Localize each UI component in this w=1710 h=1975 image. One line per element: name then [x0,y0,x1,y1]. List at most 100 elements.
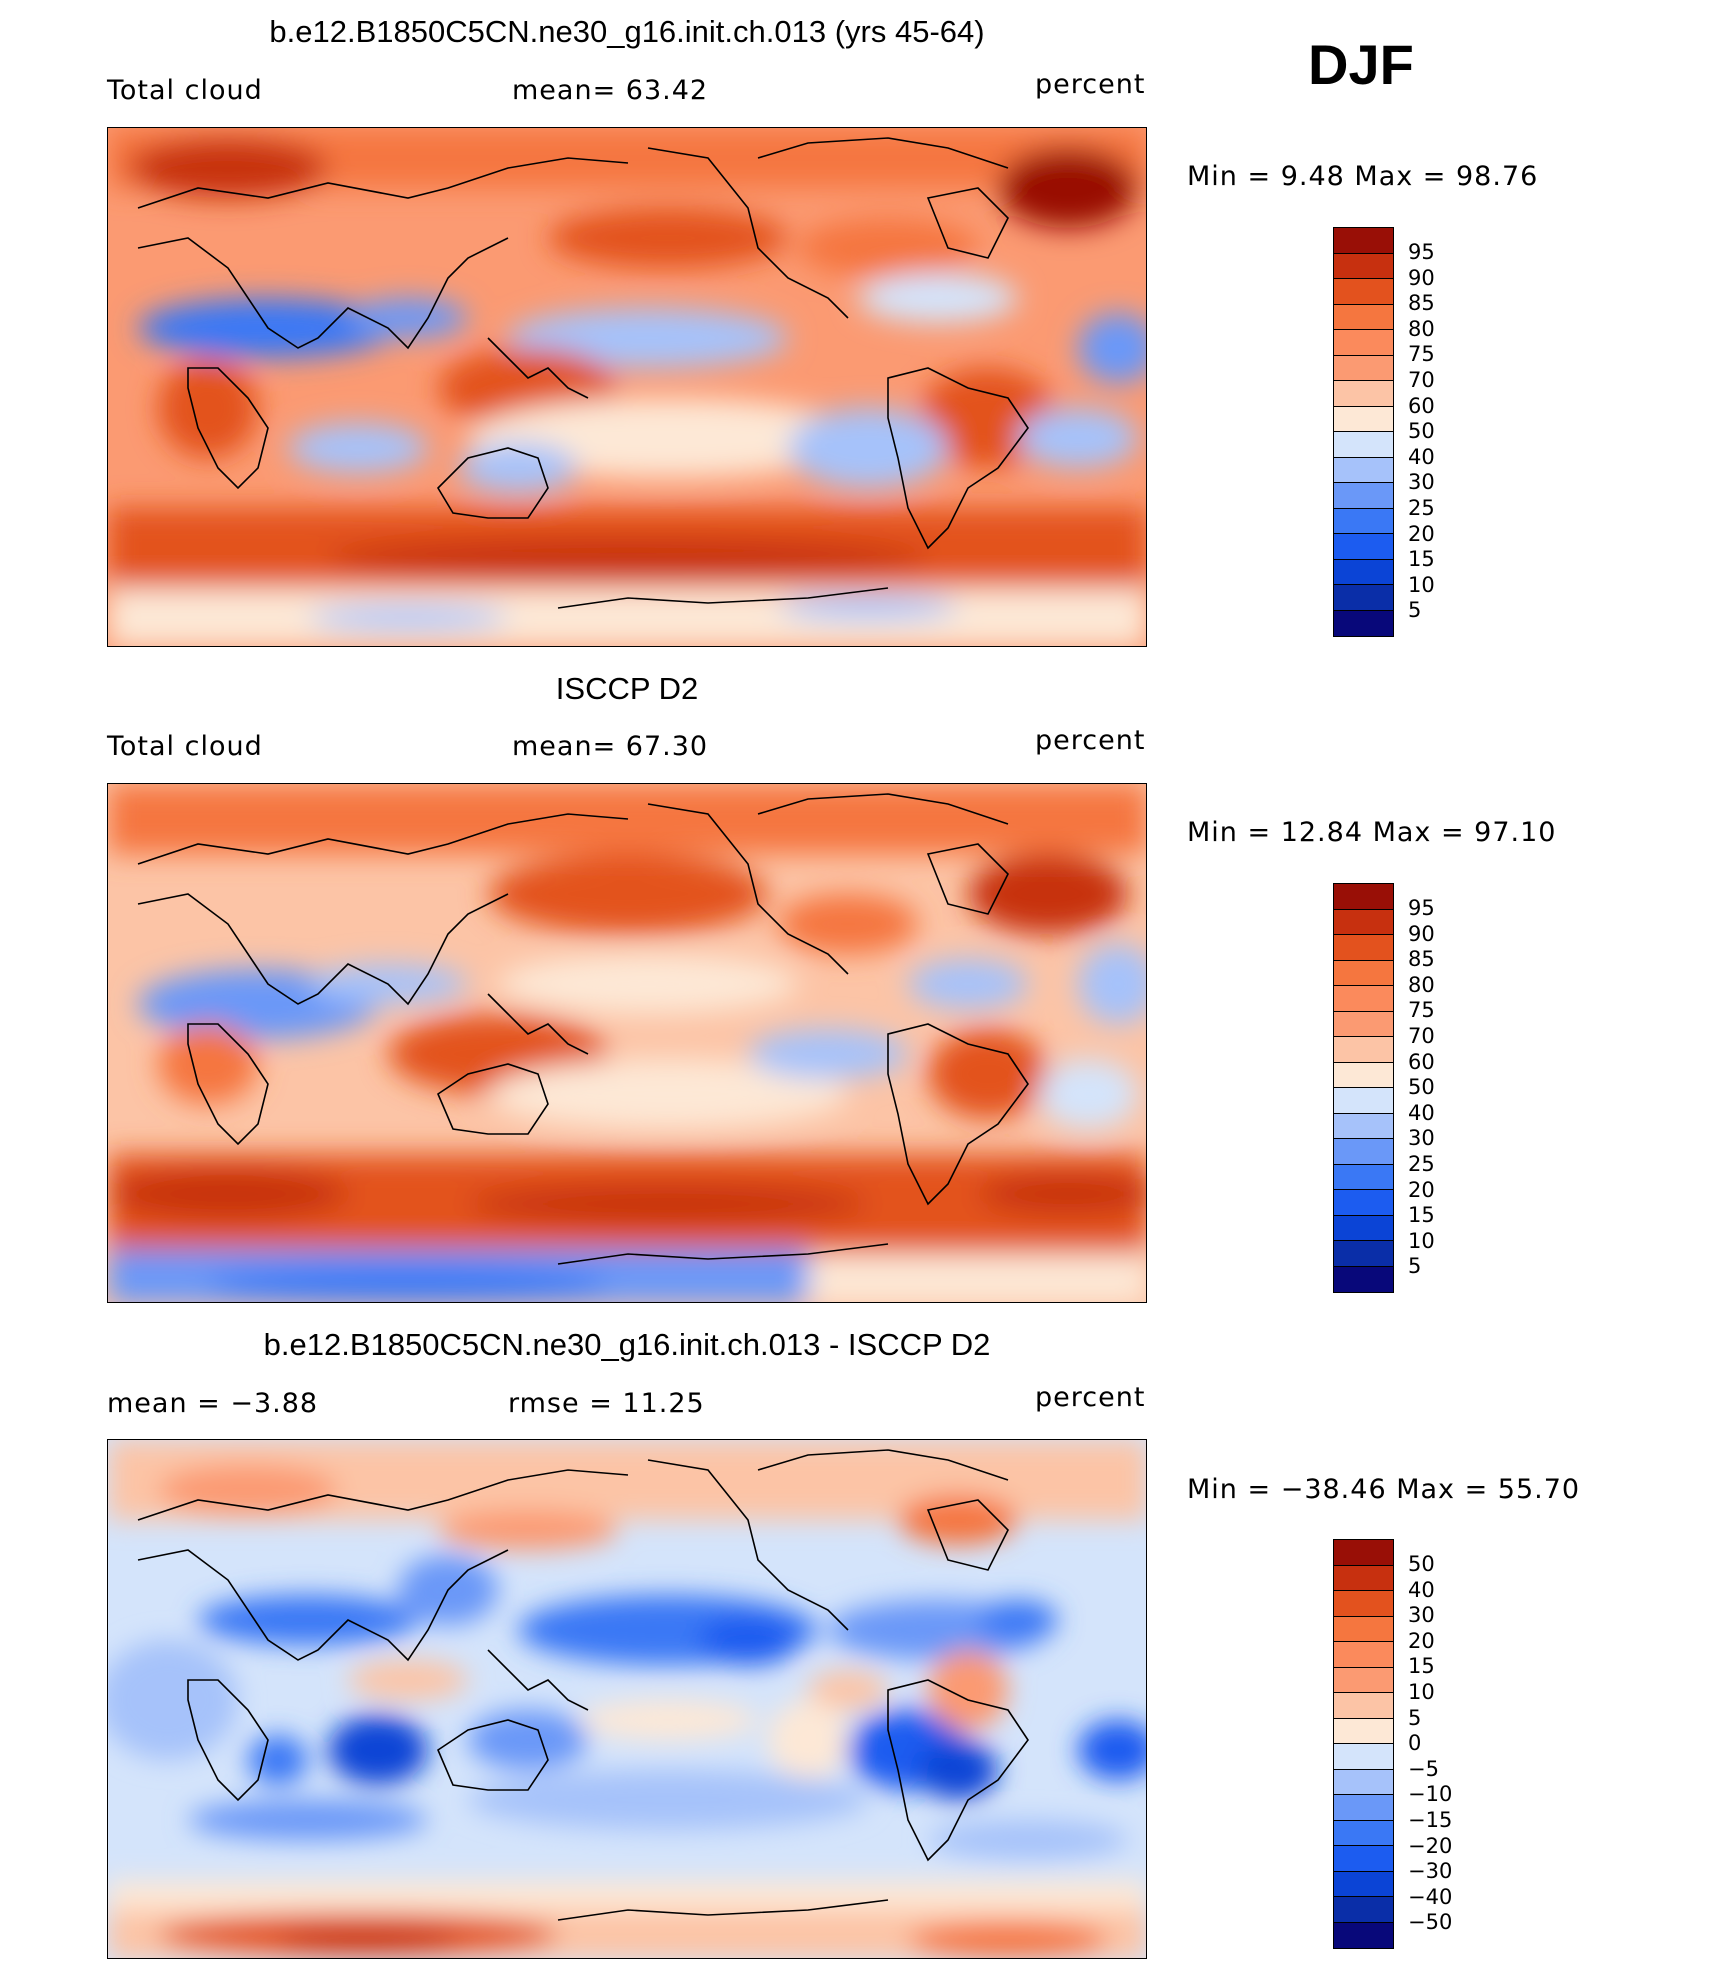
panel-1-coastlines [137,137,1029,609]
colorbar-level: 60 [1408,1049,1435,1074]
panel-2-units-label: percent [1035,725,1146,756]
colorbar-level: 50 [1408,1552,1435,1576]
panel-3-title: b.e12.B1850C5CN.ne30_g16.init.ch.013 - I… [263,1327,991,1362]
colorbar-level: −30 [1408,1859,1453,1884]
colorbar-level: 80 [1408,972,1435,997]
panel-1-colorbar-labels: 95 90 85 80 75 70 60 50 40 30 25 20 15 1… [1408,240,1435,624]
panel-2-mean-label: mean= 67.30 [512,731,709,762]
panel-1-colorbar-swatch [1334,457,1393,483]
panel-3-colorbar-swatch [1334,1871,1393,1897]
panel-3-colorbar-swatch [1334,1718,1393,1744]
panel-3-rmse-label: rmse = 11.25 [508,1388,705,1419]
colorbar-level: −10 [1408,1782,1453,1807]
panel-1-colorbar-swatch [1334,304,1393,330]
panel-3-field [108,1440,1146,1958]
panel-1-colorbar-swatch [1334,610,1393,636]
panel-1-colorbar-swatch [1334,279,1393,305]
colorbar-level: 10 [1408,1679,1435,1704]
panel-1-colorbar-swatch [1334,330,1393,356]
panel-1-colorbar [1333,227,1394,637]
panel-2-field [108,784,1146,1302]
panel-2-colorbar-swatch [1334,909,1393,935]
panel-1-colorbar-swatch [1334,483,1393,509]
panel-2-colorbar-swatch [1334,1037,1393,1063]
panel-3-colorbar-swatch [1334,1565,1393,1591]
panel-3-colorbar-swatch [1334,1667,1393,1693]
colorbar-level: 75 [1408,998,1435,1023]
colorbar-level: 40 [1408,444,1435,469]
panel-1-units-label: percent [1035,69,1146,100]
panel-1-field [108,128,1146,646]
panel-1-variable-label: Total cloud [107,75,263,106]
colorbar-level: 25 [1408,495,1435,520]
panel-1-minmax-label: Min = 9.48 Max = 98.76 [1187,161,1539,192]
colorbar-level: 70 [1408,1023,1435,1048]
colorbar-level: 50 [1408,419,1435,444]
colorbar-level: 15 [1408,1654,1435,1679]
colorbar-level: 10 [1408,1228,1435,1253]
panel-3-minmax-label: Min = −38.46 Max = 55.70 [1187,1474,1581,1505]
panel-1-colorbar-swatch [1334,381,1393,407]
colorbar-level: 15 [1408,547,1435,572]
colorbar-level: 95 [1408,896,1435,920]
panel-2-coastlines [137,793,1029,1265]
colorbar-level: 20 [1408,1177,1435,1202]
colorbar-level: −50 [1408,1910,1453,1935]
panel-3-colorbar-swatch [1334,1846,1393,1872]
panel-2-colorbar-swatch [1334,1011,1393,1037]
panel-2-minmax-label: Min = 12.84 Max = 97.10 [1187,817,1557,848]
colorbar-level: 90 [1408,921,1435,946]
panel-1-colorbar-swatch [1334,253,1393,279]
panel-1-colorbar-swatch [1334,559,1393,585]
panel-1-colorbar-swatch [1334,406,1393,432]
panel-1-title: b.e12.B1850C5CN.ne30_g16.init.ch.013 (yr… [269,14,985,49]
colorbar-level: −5 [1408,1756,1439,1781]
panel-3-map [107,1439,1147,1959]
panel-2-title: ISCCP D2 [555,671,699,706]
colorbar-level: 40 [1408,1577,1435,1602]
panel-1-colorbar-swatch [1334,432,1393,458]
panel-3-colorbar-labels: 50 40 30 20 15 10 5 0 −5 −10 −15 −20 −30… [1408,1552,1452,1936]
colorbar-level: 75 [1408,342,1435,367]
panel-2-colorbar-swatch [1334,1113,1393,1139]
panel-2-colorbar-swatch [1334,1215,1393,1241]
panel-2-colorbar-swatch [1334,935,1393,961]
colorbar-level: 40 [1408,1100,1435,1125]
colorbar-level: −15 [1408,1807,1453,1832]
colorbar-level: 0 [1408,1731,1422,1756]
panel-2-colorbar-swatch [1334,884,1393,910]
colorbar-level: 30 [1408,1126,1435,1151]
colorbar-level: 80 [1408,316,1435,341]
colorbar-level: 85 [1408,947,1435,972]
season-label: DJF [1308,33,1414,96]
colorbar-level: 15 [1408,1203,1435,1228]
colorbar-level: 30 [1408,470,1435,495]
panel-2-colorbar-swatch [1334,1139,1393,1165]
colorbar-level: 10 [1408,572,1435,597]
colorbar-level: 5 [1408,1705,1422,1730]
panel-1-colorbar-swatch [1334,585,1393,611]
colorbar-level: 5 [1408,598,1422,623]
panel-1-mean-label: mean= 63.42 [512,75,709,106]
panel-1-colorbar-swatch [1334,534,1393,560]
panel-2-colorbar-swatch [1334,960,1393,986]
colorbar-level: −40 [1408,1884,1453,1909]
panel-2-colorbar-labels: 95 90 85 80 75 70 60 50 40 30 25 20 15 1… [1408,896,1435,1280]
panel-2-colorbar-swatch [1334,1164,1393,1190]
panel-2-colorbar-swatch [1334,1062,1393,1088]
panel-2-colorbar-swatch [1334,1241,1393,1267]
panel-3-colorbar [1333,1539,1394,1949]
panel-3-units-label: percent [1035,1382,1146,1413]
colorbar-level: 90 [1408,265,1435,290]
colorbar-level: 30 [1408,1603,1435,1628]
panel-3-colorbar-swatch [1334,1642,1393,1668]
colorbar-level: 20 [1408,521,1435,546]
colorbar-level: 25 [1408,1151,1435,1176]
panel-2-colorbar-swatch [1334,986,1393,1012]
colorbar-level: 50 [1408,1075,1435,1100]
panel-3-colorbar-swatch [1334,1820,1393,1846]
panel-3-colorbar-swatch [1334,1616,1393,1642]
panel-3-colorbar-swatch [1334,1693,1393,1719]
colorbar-level: 85 [1408,291,1435,316]
panel-2-colorbar [1333,883,1394,1293]
